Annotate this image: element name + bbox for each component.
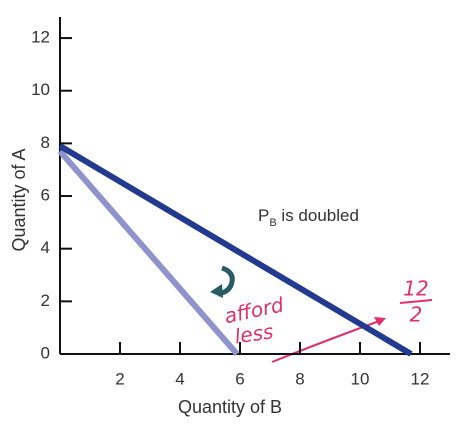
x-tick-label: 2	[115, 369, 124, 388]
y-tick-label: 10	[31, 80, 50, 99]
budget-line	[58, 143, 413, 357]
x-tick-label: 8	[295, 369, 304, 388]
annotation: PB is doubled	[258, 206, 359, 228]
hand-fraction: 12	[403, 277, 428, 301]
hand-fraction: 2	[410, 303, 423, 327]
annotation-main: P	[258, 206, 269, 225]
x-tick-label: 12	[411, 369, 430, 388]
arrow-head	[210, 284, 223, 298]
y-tick-label: 12	[31, 28, 50, 47]
annotation-sub: B	[269, 217, 276, 229]
x-axis-label: Quantity of B	[178, 397, 282, 417]
hand-arrow-head	[374, 317, 386, 326]
x-tick-label: 6	[235, 369, 244, 388]
y-tick-label: 2	[41, 291, 50, 310]
y-tick-label: 6	[41, 186, 50, 205]
y-axis-label: Quantity of A	[9, 148, 29, 251]
fraction-bar	[399, 299, 433, 304]
budget-line	[57, 149, 240, 356]
y-tick-label: 8	[41, 133, 50, 152]
x-tick-label: 10	[351, 369, 370, 388]
y-tick-label: 0	[41, 343, 50, 362]
hand-arrow	[271, 319, 383, 363]
y-tick-label: 4	[41, 238, 50, 257]
curved-arrow	[217, 265, 235, 297]
hand-note: less	[233, 319, 275, 348]
x-tick-label: 4	[175, 369, 184, 388]
annotation-rest: is doubled	[277, 206, 359, 225]
